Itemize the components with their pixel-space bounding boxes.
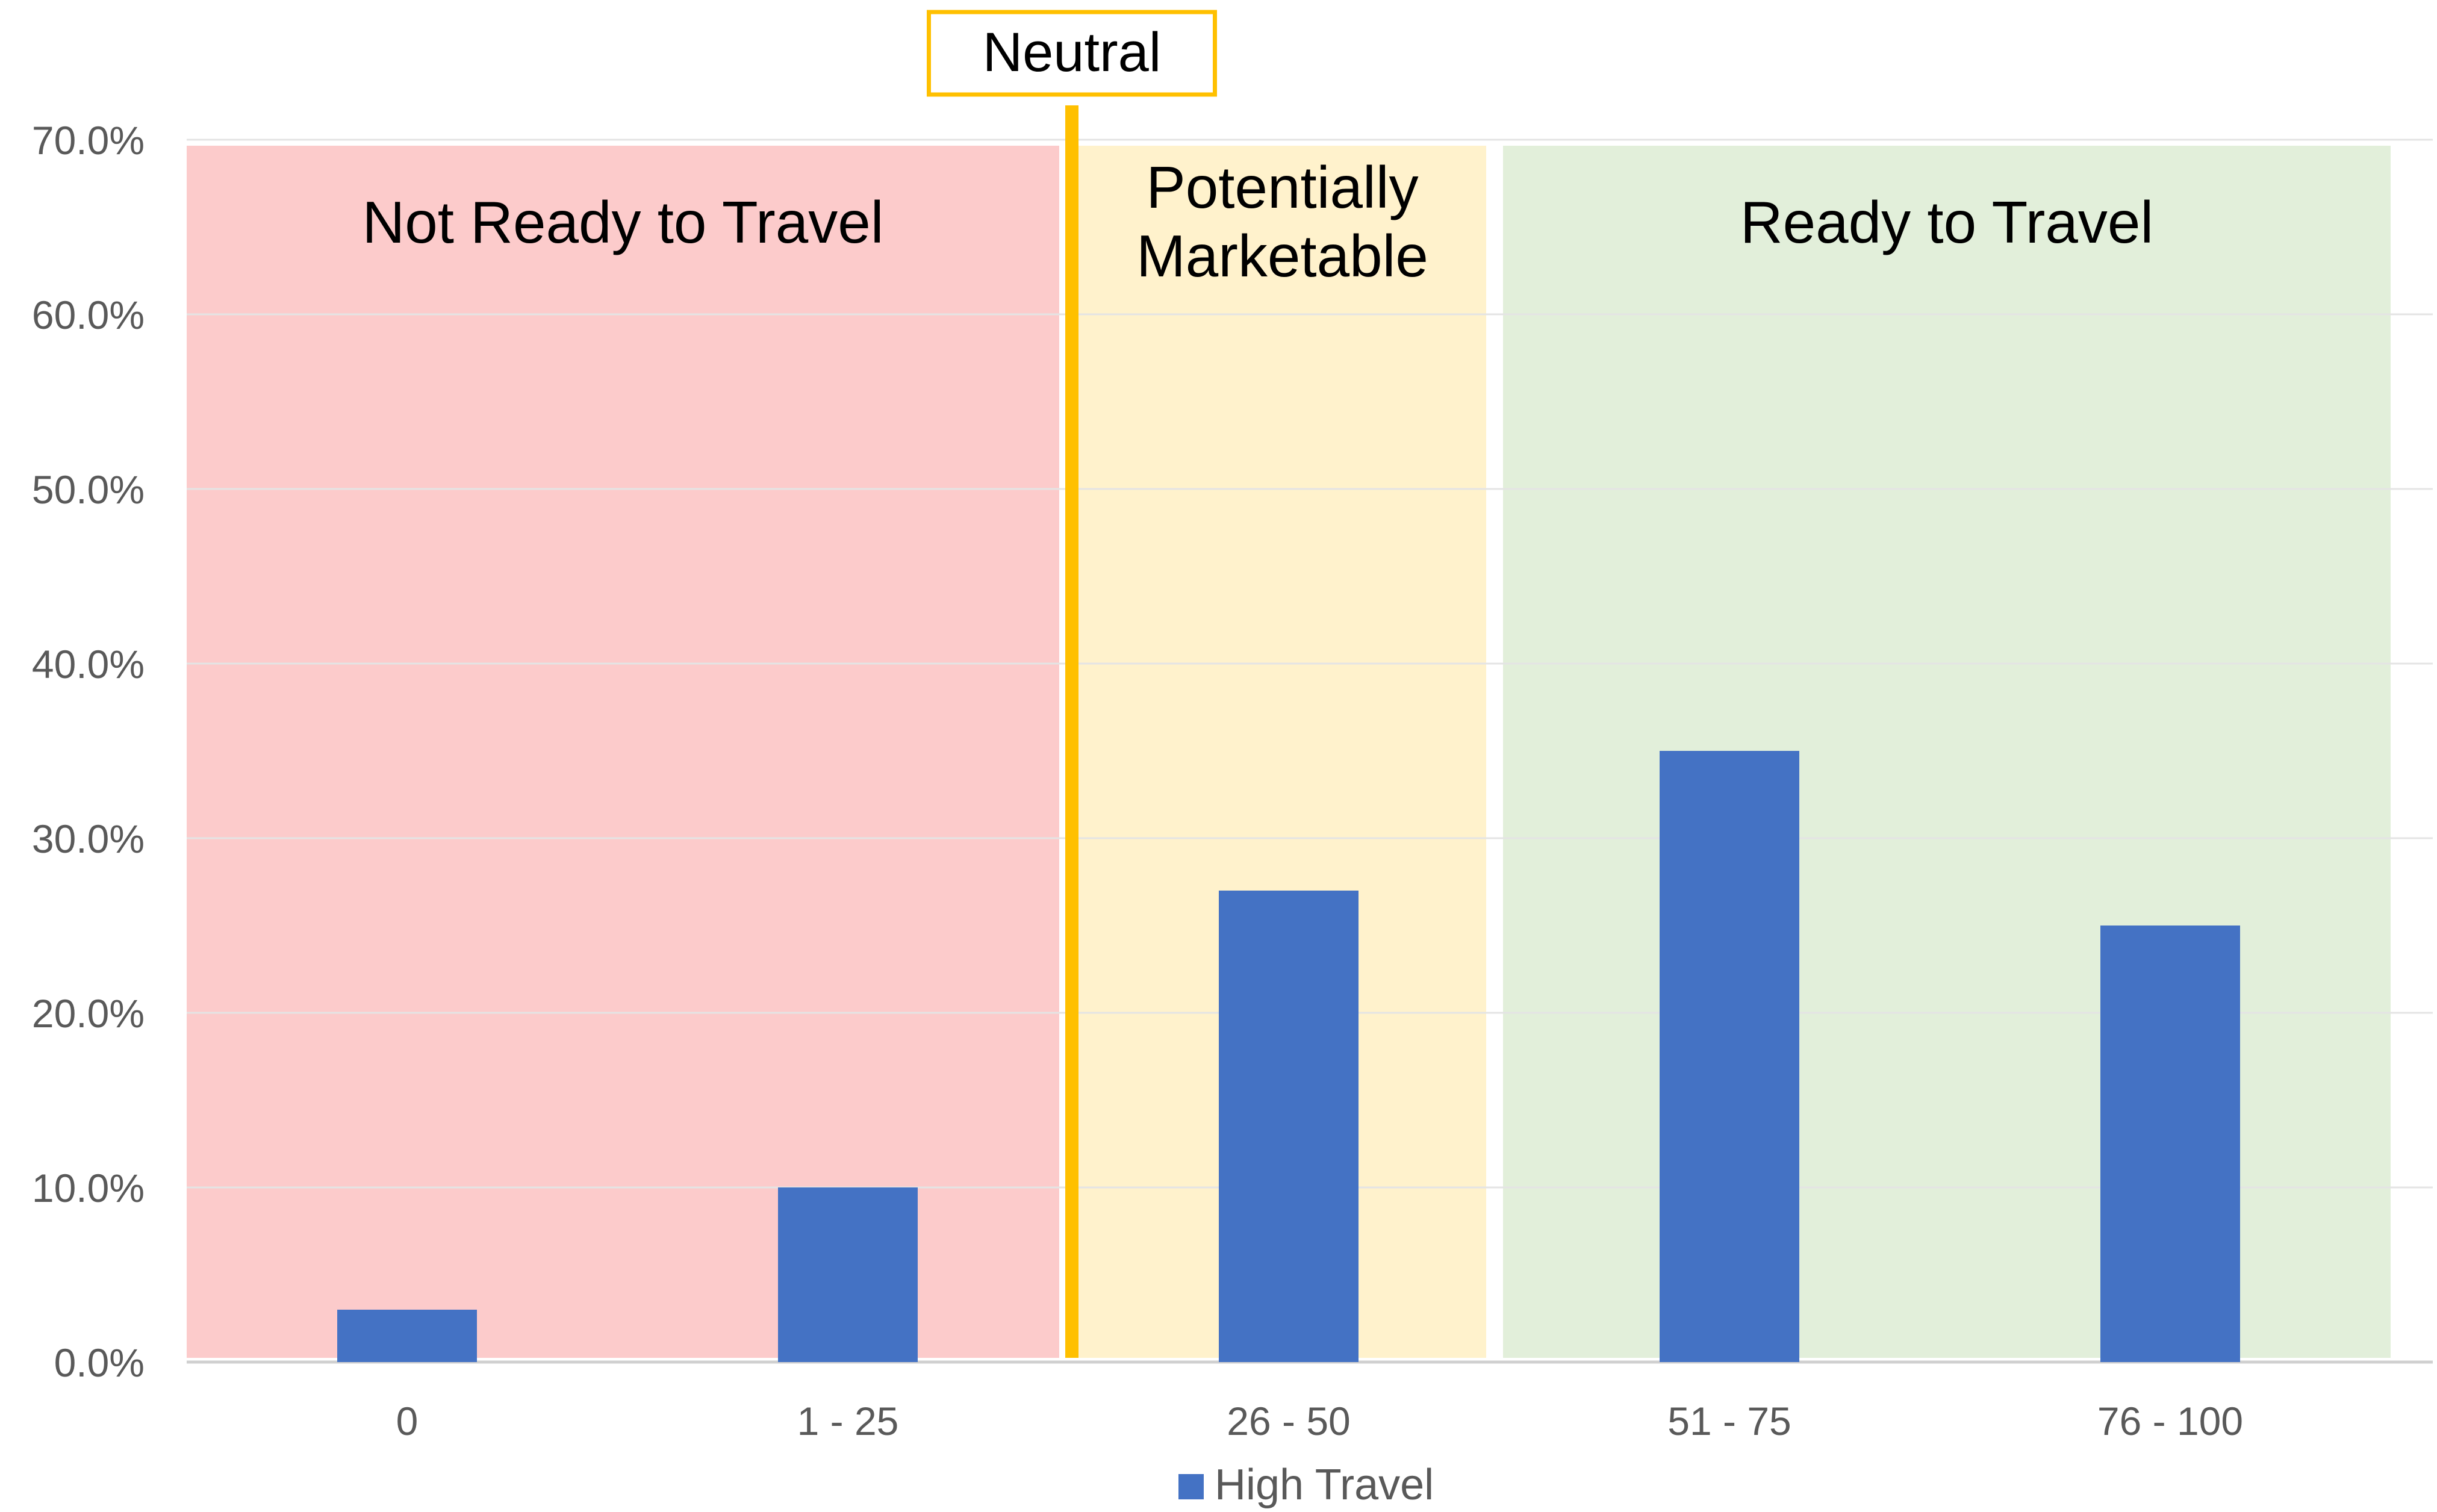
bar [1660,751,1799,1362]
bar [337,1310,477,1362]
x-axis-ticks: 0 1 - 25 26 - 50 51 - 75 76 - 100 [396,1399,2243,1443]
legend-label: High Travel [1215,1461,1434,1509]
x-tick-label: 1 - 25 [797,1399,899,1443]
zone-labels: Not Ready to Travel PotentiallyMarketable… [362,154,2153,289]
y-tick-label: 40.0% [32,642,145,686]
neutral-label: Neutral [983,22,1162,83]
bar [2100,926,2240,1362]
bar [778,1187,918,1362]
y-tick-label: 50.0% [32,467,145,512]
x-tick-label: 51 - 75 [1667,1399,1791,1443]
zone-label: Marketable [1136,223,1428,289]
x-tick-label: 26 - 50 [1227,1399,1350,1443]
zone-label: Ready to Travel [1740,189,2153,255]
y-tick-label: 70.0% [32,118,145,163]
bar [1219,891,1359,1362]
zone-label: Not Ready to Travel [362,189,883,255]
neutral-marker: Neutral [927,10,1217,1358]
bars [337,751,2240,1362]
y-tick-label: 0.0% [54,1340,145,1385]
x-tick-label: 76 - 100 [2097,1399,2243,1443]
x-tick-label: 0 [396,1399,419,1443]
zone-label: Potentially [1146,154,1418,220]
zone-background [1503,146,2391,1358]
y-tick-label: 20.0% [32,991,145,1036]
zone-backgrounds [187,146,2391,1358]
neutral-label-box [927,10,1217,97]
legend: High Travel [1178,1461,1434,1509]
y-tick-label: 30.0% [32,817,145,861]
y-tick-label: 10.0% [32,1166,145,1210]
neutral-line [1065,105,1078,1358]
legend-swatch [1178,1474,1204,1499]
y-tick-label: 60.0% [32,293,145,337]
gridlines [187,138,2433,1364]
zone-background [187,146,1059,1358]
y-axis-ticks: 0.0% 10.0% 20.0% 30.0% 40.0% 50.0% 60.0% 70.0% [32,118,145,1385]
